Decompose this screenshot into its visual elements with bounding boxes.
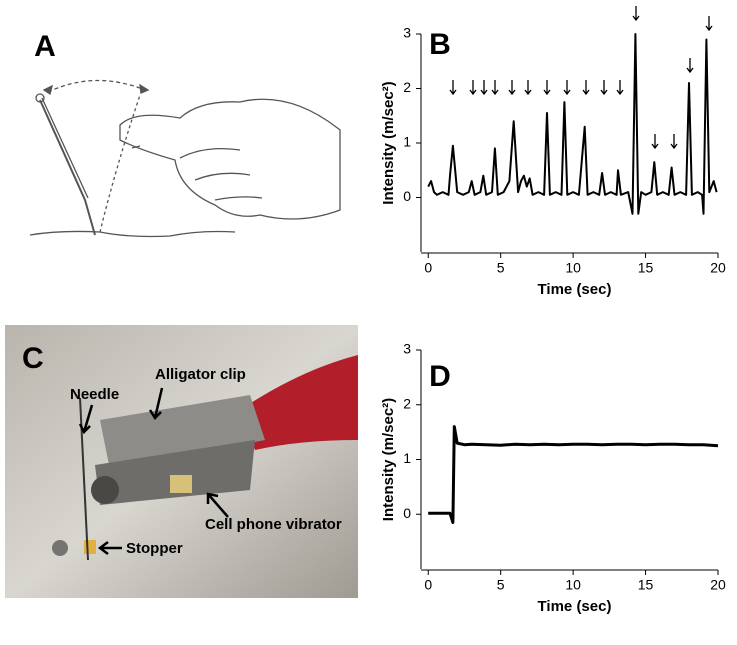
y-axis-label: Intensity (m/sec²) — [380, 398, 397, 521]
panel-label: C — [22, 342, 44, 375]
y-tick-label: 1 — [403, 134, 411, 150]
y-tick-label: 3 — [403, 25, 411, 41]
y-tick-label: 0 — [403, 188, 411, 204]
y-tick-label: 2 — [403, 395, 411, 411]
x-axis-label: Time (sec) — [538, 598, 612, 615]
panel-label: A — [34, 30, 56, 63]
y-axis-label: Intensity (m/sec²) — [380, 81, 397, 204]
photo-arrows — [78, 387, 229, 555]
y-tick-label: 0 — [403, 505, 411, 521]
x-axis-label: Time (sec) — [538, 281, 612, 298]
x-tick-label: 15 — [638, 260, 654, 276]
x-tick-label: 5 — [497, 260, 505, 276]
x-tick-label: 0 — [424, 260, 432, 276]
photo — [5, 325, 358, 598]
y-tick-label: 2 — [403, 79, 411, 95]
data-line — [427, 33, 718, 215]
photo-annotation: Stopper — [126, 540, 183, 557]
x-tick-label: 10 — [565, 260, 581, 276]
x-tick-label: 10 — [565, 577, 581, 593]
x-tick-label: 20 — [710, 577, 726, 593]
y-tick-label: 3 — [403, 341, 411, 357]
hand-sketch — [29, 79, 341, 238]
photo-annotation: Alligator clip — [155, 366, 246, 383]
data-line — [428, 425, 719, 524]
panel-label: B — [429, 28, 451, 61]
x-tick-label: 20 — [710, 260, 726, 276]
peak-arrows — [449, 6, 713, 150]
x-tick-label: 15 — [638, 577, 654, 593]
y-tick-label: 1 — [403, 450, 411, 466]
x-tick-label: 0 — [424, 577, 432, 593]
panel-label: D — [429, 360, 451, 393]
photo-annotation: Cell phone vibrator — [205, 516, 342, 533]
photo-annotation: Needle — [70, 386, 119, 403]
x-tick-label: 5 — [497, 577, 505, 593]
